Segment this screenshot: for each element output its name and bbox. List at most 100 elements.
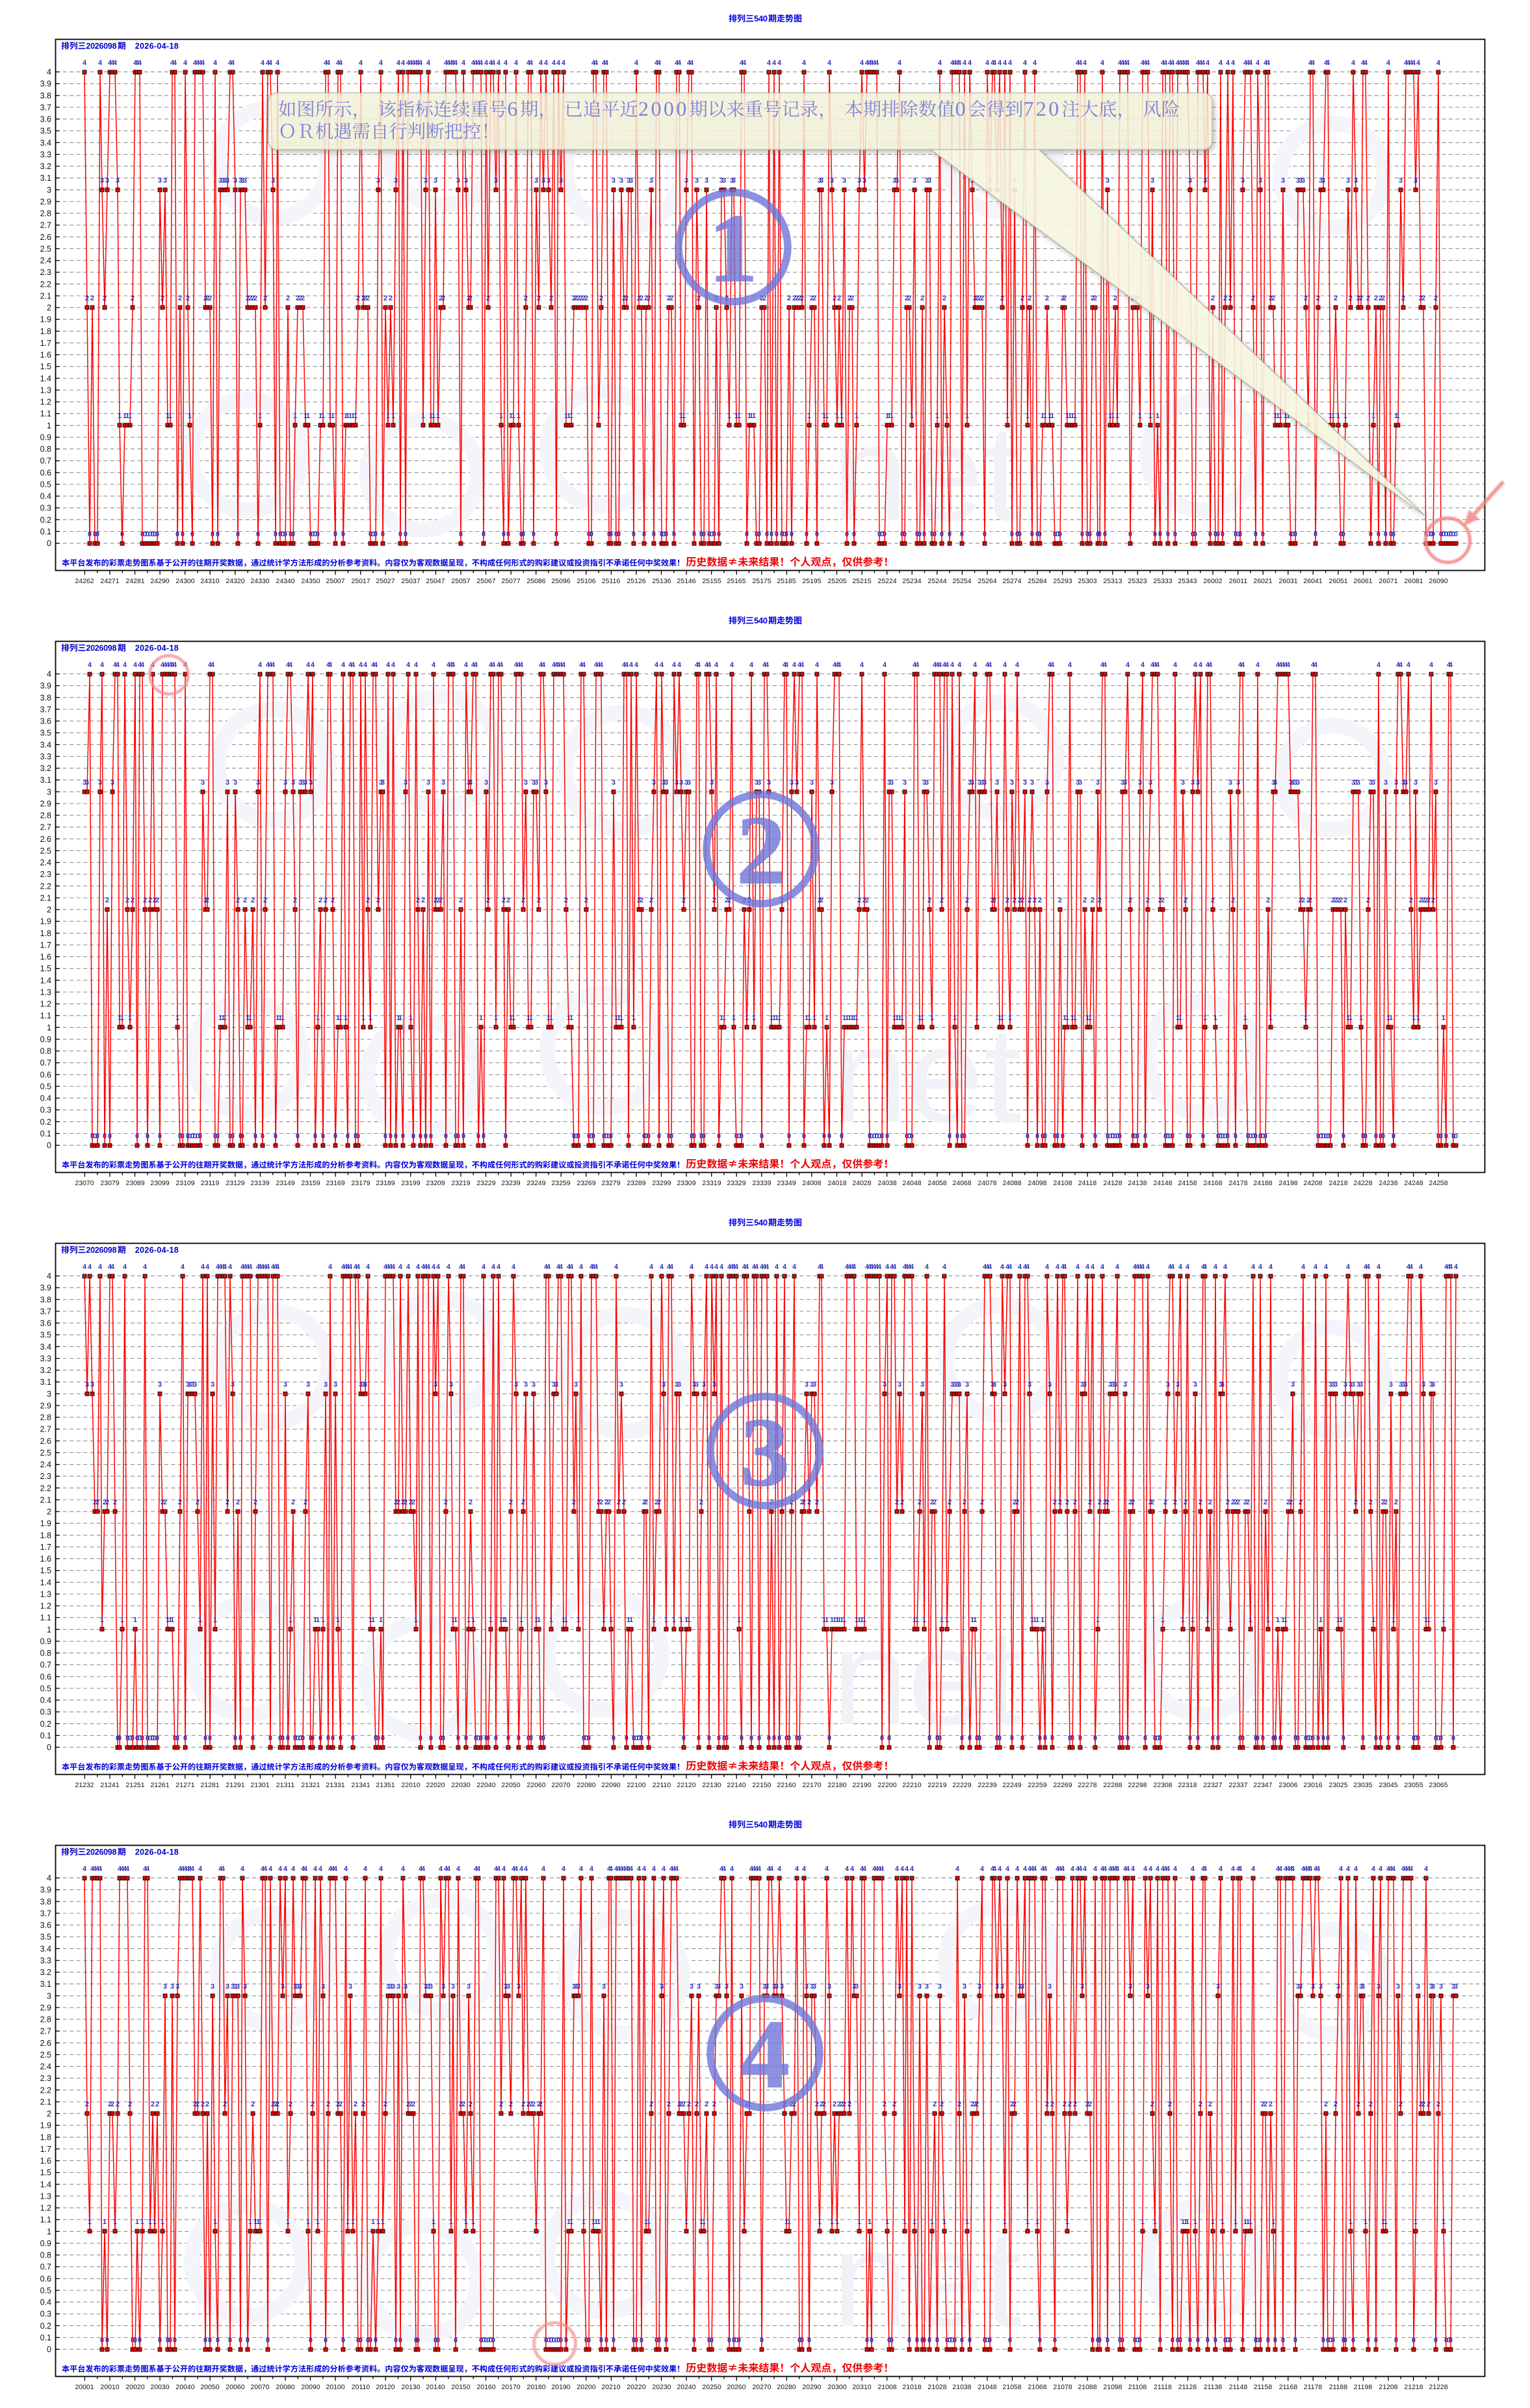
svg-text:1: 1: [529, 1014, 533, 1022]
svg-text:0: 0: [1389, 530, 1393, 538]
svg-text:1: 1: [597, 412, 601, 420]
svg-text:3: 3: [517, 1983, 521, 1991]
svg-text:0: 0: [1098, 530, 1102, 538]
svg-text:4: 4: [143, 1865, 147, 1873]
svg-text:4: 4: [228, 1263, 232, 1271]
svg-text:3: 3: [883, 1381, 887, 1389]
svg-text:720: 720: [1023, 97, 1059, 120]
svg-text:0: 0: [1261, 1132, 1265, 1140]
svg-text:23349: 23349: [777, 1179, 796, 1187]
svg-text:2: 2: [361, 294, 365, 302]
svg-text:2: 2: [236, 896, 240, 904]
svg-text:1: 1: [1073, 1014, 1077, 1022]
svg-text:1: 1: [316, 1616, 320, 1624]
svg-text:1: 1: [258, 412, 262, 420]
svg-text:2: 2: [131, 896, 135, 904]
svg-text:2: 2: [537, 896, 541, 904]
svg-text:4: 4: [945, 661, 949, 669]
svg-text:4: 4: [248, 1263, 252, 1271]
svg-text:2: 2: [991, 896, 994, 904]
svg-text:0: 0: [369, 2336, 372, 2344]
svg-text:0: 0: [376, 1734, 380, 1742]
svg-text:3: 3: [467, 779, 471, 787]
svg-text:1: 1: [840, 412, 844, 420]
svg-text:2: 2: [1264, 2100, 1267, 2108]
svg-text:2: 2: [579, 294, 583, 302]
svg-text:2: 2: [521, 2100, 525, 2108]
svg-text:2: 2: [1226, 1498, 1230, 1506]
svg-text:0: 0: [1166, 1132, 1170, 1140]
svg-text:2: 2: [802, 1498, 806, 1506]
svg-text:2: 2: [1409, 896, 1413, 904]
svg-text:0: 0: [296, 1132, 300, 1140]
svg-text:23035: 23035: [1353, 1781, 1372, 1789]
svg-text:2: 2: [927, 896, 931, 904]
svg-text:2: 2: [677, 2100, 681, 2108]
svg-text:0: 0: [1396, 1734, 1400, 1742]
svg-text:0: 0: [309, 1734, 313, 1742]
svg-text:4: 4: [451, 661, 455, 669]
svg-text:1: 1: [256, 2218, 260, 2226]
svg-text:2: 2: [1334, 294, 1338, 302]
svg-text:4: 4: [983, 1263, 987, 1271]
svg-text:4: 4: [263, 1263, 267, 1271]
svg-text:4: 4: [348, 1263, 352, 1271]
svg-text:25234: 25234: [902, 577, 921, 585]
svg-text:3: 3: [574, 1983, 578, 1991]
svg-text:1: 1: [1030, 1616, 1034, 1624]
svg-text:2: 2: [406, 2100, 410, 2108]
svg-text:0: 0: [268, 1734, 272, 1742]
svg-text:0: 0: [737, 1132, 741, 1140]
svg-text:0: 0: [374, 1734, 378, 1742]
svg-text:3: 3: [243, 177, 247, 185]
svg-text:4: 4: [1166, 1865, 1170, 1873]
svg-text:1: 1: [1181, 2218, 1185, 2226]
svg-text:0: 0: [1041, 1132, 1044, 1140]
svg-text:0: 0: [587, 2336, 591, 2344]
svg-text:4: 4: [359, 59, 363, 67]
svg-text:1: 1: [1276, 1616, 1280, 1624]
svg-text:2: 2: [574, 294, 578, 302]
svg-text:20250: 20250: [702, 2383, 721, 2391]
svg-text:0: 0: [1381, 1132, 1385, 1140]
svg-text:22010: 22010: [401, 1781, 420, 1789]
svg-text:3: 3: [1108, 1381, 1112, 1389]
svg-text:4: 4: [341, 661, 345, 669]
svg-text:0: 0: [978, 1734, 981, 1742]
svg-text:0: 0: [948, 530, 952, 538]
svg-text:0: 0: [1384, 530, 1388, 538]
svg-text:1: 1: [822, 1616, 826, 1624]
svg-text:0: 0: [1374, 1132, 1378, 1140]
svg-text:4: 4: [998, 1865, 1002, 1873]
svg-text:3: 3: [1293, 779, 1297, 787]
svg-text:4: 4: [414, 661, 418, 669]
svg-text:3: 3: [805, 1381, 809, 1389]
svg-text:23139: 23139: [250, 1179, 269, 1187]
svg-text:3: 3: [298, 1983, 302, 1991]
svg-text:21301: 21301: [250, 1781, 269, 1789]
svg-text:4: 4: [1168, 1263, 1172, 1271]
svg-text:4: 4: [1191, 1865, 1195, 1873]
svg-text:3: 3: [842, 177, 846, 185]
svg-text:21088: 21088: [1078, 2383, 1096, 2391]
svg-text:0: 0: [1053, 2336, 1057, 2344]
svg-text:1: 1: [609, 1616, 613, 1624]
svg-text:1: 1: [1276, 412, 1280, 420]
svg-text:2: 2: [105, 896, 109, 904]
svg-text:2: 2: [434, 896, 437, 904]
svg-text:3: 3: [730, 177, 734, 185]
svg-text:1: 1: [1065, 1014, 1069, 1022]
svg-text:4: 4: [140, 661, 144, 669]
svg-text:1: 1: [644, 2218, 648, 2226]
svg-text:3: 3: [675, 1381, 679, 1389]
svg-text:1: 1: [842, 1616, 846, 1624]
svg-text:4: 4: [193, 59, 197, 67]
svg-text:1: 1: [471, 1616, 475, 1624]
svg-text:1: 1: [253, 2218, 257, 2226]
svg-text:0: 0: [1108, 1132, 1112, 1140]
svg-text:2: 2: [1128, 896, 1132, 904]
svg-text:1: 1: [664, 1616, 668, 1624]
svg-text:2: 2: [810, 294, 814, 302]
svg-text:4: 4: [755, 1865, 759, 1873]
svg-text:0: 0: [1314, 530, 1317, 538]
